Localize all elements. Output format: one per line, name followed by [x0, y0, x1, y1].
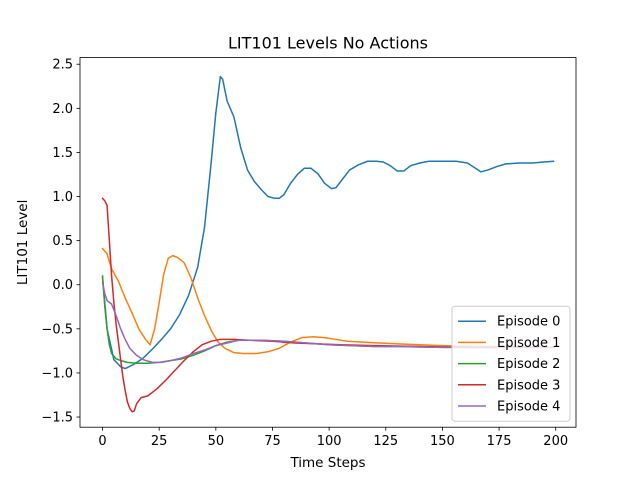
- x-tick-label: 200: [543, 434, 568, 449]
- x-tick-label: 0: [98, 434, 106, 449]
- y-tick-label: −1.0: [41, 366, 73, 381]
- legend-label: Episode 2: [497, 357, 560, 372]
- y-tick-label: 1.5: [52, 146, 73, 161]
- y-axis: −1.5 −1.0 −0.5 0.0 0.5 1.0 1.5 2.0 2.5: [41, 58, 80, 426]
- x-tick-label: 125: [373, 434, 398, 449]
- y-tick-label: 1.0: [52, 190, 73, 205]
- y-tick-label: 0.0: [52, 278, 73, 293]
- x-tick-label: 100: [317, 434, 342, 449]
- x-tick-label: 175: [487, 434, 512, 449]
- x-tick-label: 75: [264, 434, 281, 449]
- series-line-episode-1: [101, 247, 555, 355]
- legend-label: Episode 3: [497, 378, 560, 393]
- y-tick-label: −1.5: [41, 411, 73, 426]
- series-line-episode-4: [101, 282, 555, 364]
- y-axis-label: LIT101 Level: [15, 200, 31, 285]
- y-tick-label: 2.0: [52, 102, 73, 117]
- legend-label: Episode 1: [497, 336, 560, 351]
- chart-title: LIT101 Levels No Actions: [228, 34, 428, 53]
- x-tick-label: 25: [151, 434, 168, 449]
- y-tick-label: 0.5: [52, 234, 73, 249]
- y-tick-label: 2.5: [52, 58, 73, 73]
- x-tick-label: 50: [208, 434, 225, 449]
- series-line-episode-0: [101, 75, 555, 370]
- legend-label: Episode 4: [497, 400, 560, 415]
- legend: Episode 0 Episode 1 Episode 2 Episode 3 Epis…: [451, 305, 571, 422]
- y-tick-label: −0.5: [41, 322, 73, 337]
- plot-frame: [79, 57, 577, 428]
- x-tick-label: 150: [430, 434, 455, 449]
- legend-label: Episode 0: [497, 315, 560, 330]
- series-layer: [101, 75, 555, 413]
- x-axis-label: Time Steps: [289, 455, 365, 471]
- legend-box: [451, 305, 571, 422]
- x-axis: 0 25 50 75 100 125 150 175 200: [98, 427, 568, 449]
